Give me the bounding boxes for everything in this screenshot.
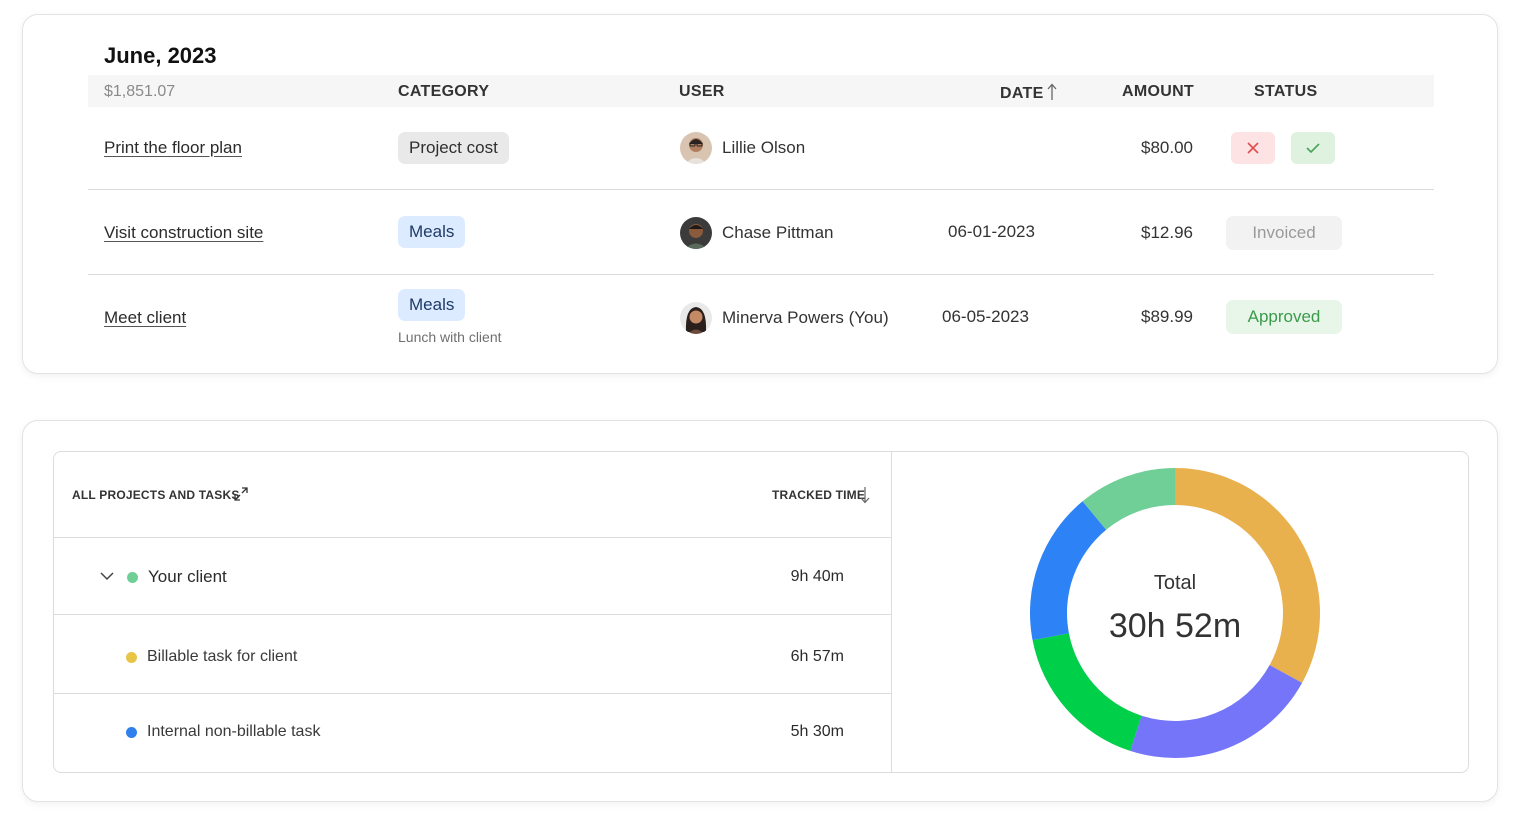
task-color-dot (126, 652, 137, 663)
user-name: Minerva Powers (You) (722, 308, 889, 327)
expense-name-link[interactable]: Meet client (104, 308, 187, 327)
date-column-label: DATE (1000, 85, 1044, 102)
task-name: Billable task for client (147, 648, 298, 665)
expense-amount: $80.00 (1141, 138, 1193, 157)
user-column-header[interactable]: USER (679, 83, 725, 100)
time-report-card: ALL PROJECTS AND TASKS TRACKED TIME Your… (22, 420, 1498, 802)
client-color-dot (127, 572, 138, 583)
donut-total-value: 30h 52m (1108, 607, 1242, 645)
avatar (680, 302, 712, 334)
avatar (680, 132, 712, 164)
category-badge: Project cost (398, 132, 509, 164)
projects-header-label: ALL PROJECTS AND TASKS (72, 488, 240, 502)
table-header: $1,851.07 CATEGORY USER DATE AMOUNT STAT… (88, 75, 1434, 107)
total-amount: $1,851.07 (104, 83, 176, 100)
expenses-card: June, 2023 $1,851.07 CATEGORY USER DATE … (22, 14, 1498, 374)
expense-name-link[interactable]: Visit construction site (104, 223, 264, 242)
expand-icon[interactable] (233, 486, 249, 502)
client-name: Your client (148, 567, 227, 586)
donut-slice (1130, 665, 1303, 758)
user-name: Lillie Olson (722, 138, 806, 157)
expense-amount: $89.99 (1141, 307, 1193, 326)
task-name: Internal non-billable task (147, 723, 321, 740)
avatar (680, 217, 712, 249)
row-divider (88, 189, 1434, 190)
category-column-header[interactable]: CATEGORY (398, 83, 490, 100)
month-title: June, 2023 (104, 43, 217, 68)
close-icon (1247, 142, 1259, 154)
task-color-dot (126, 727, 137, 738)
tracked-time-header-label: TRACKED TIME (772, 488, 866, 502)
donut-slice (1175, 468, 1320, 683)
time-donut-chart (1030, 468, 1320, 758)
expense-date: 06-01-2023 (948, 222, 1035, 241)
donut-slice (1032, 633, 1142, 751)
expense-amount: $12.96 (1141, 223, 1193, 242)
status-badge: Invoiced (1226, 216, 1342, 250)
tracked-time-value: 6h 57m (790, 648, 844, 665)
row-divider (54, 614, 891, 615)
check-icon (1306, 143, 1320, 154)
chevron-down-icon[interactable] (100, 571, 114, 581)
status-column-header[interactable]: STATUS (1254, 83, 1318, 100)
category-badge: Meals (398, 289, 466, 321)
row-divider (54, 537, 891, 538)
time-report-panel: ALL PROJECTS AND TASKS TRACKED TIME Your… (53, 451, 1469, 773)
row-divider (88, 274, 1434, 275)
category-note: Lunch with client (398, 329, 502, 345)
approve-button[interactable] (1291, 132, 1335, 164)
status-badge: Approved (1226, 300, 1342, 334)
sort-ascending-icon (1047, 83, 1057, 100)
tracked-time-value: 5h 30m (790, 723, 844, 740)
amount-column-header[interactable]: AMOUNT (1122, 83, 1195, 100)
expense-date: 06-05-2023 (942, 307, 1029, 326)
date-column-header[interactable]: DATE (1000, 83, 1057, 103)
category-badge: Meals (398, 216, 466, 248)
tracked-time-value: 9h 40m (790, 568, 844, 585)
reject-button[interactable] (1231, 132, 1275, 164)
donut-slice (1082, 468, 1175, 530)
donut-slice (1030, 501, 1107, 641)
user-name: Chase Pittman (722, 223, 834, 242)
panel-divider (891, 452, 892, 772)
sort-descending-icon (860, 487, 870, 504)
row-divider (54, 693, 891, 694)
donut-total-label: Total (1153, 572, 1197, 594)
expense-name-link[interactable]: Print the floor plan (104, 138, 242, 157)
